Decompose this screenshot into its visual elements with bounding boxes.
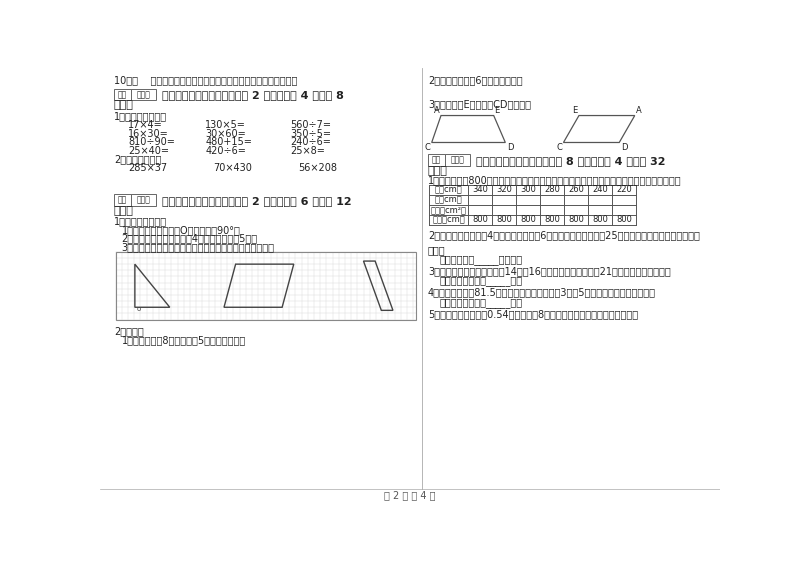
- Text: 220: 220: [617, 185, 632, 194]
- Bar: [115, 252, 416, 320]
- Text: 长（cm）: 长（cm）: [435, 185, 462, 194]
- Text: 25×40=: 25×40=: [128, 146, 169, 155]
- Text: 1。现在用一根800米的绳子，围成长方形。请你根据表中的有关数据借助计算机把表填完整。: 1。现在用一根800米的绳子，围成长方形。请你根据表中的有关数据借助计算机把表填…: [428, 175, 682, 185]
- Text: 3）画出右边的图形的另一个，使它成为一个轴对称图形。: 3）画出右边的图形的另一个，使它成为一个轴对称图形。: [122, 242, 274, 252]
- Text: 1）将下图三角形绕点O逆时针旋转90°。: 1）将下图三角形绕点O逆时针旋转90°。: [122, 225, 241, 235]
- Text: 800: 800: [568, 215, 584, 224]
- Text: 800: 800: [496, 215, 512, 224]
- Text: 30×60=: 30×60=: [206, 129, 246, 138]
- Text: 六、应用知识，解决问题（共 8 小题，每题 4 分，共 32: 六、应用知识，解决问题（共 8 小题，每题 4 分，共 32: [476, 155, 666, 166]
- Text: 1。操作与探索题。: 1。操作与探索题。: [114, 216, 167, 227]
- Text: A: A: [434, 106, 439, 115]
- Text: 3。分别过点E画直线段CD的垂线。: 3。分别过点E画直线段CD的垂线。: [428, 99, 531, 110]
- Bar: [445, 154, 470, 166]
- Text: C: C: [556, 144, 562, 152]
- Text: 340: 340: [472, 185, 488, 194]
- Text: 320: 320: [496, 185, 512, 194]
- Text: 分）。: 分）。: [114, 206, 134, 216]
- Text: 10。（    ）通过一点只能画一条直线，通过两点可以画两条直线。: 10。（ ）通过一点只能画一条直线，通过两点可以画两条直线。: [114, 75, 298, 85]
- Text: 分）。: 分）。: [114, 100, 134, 110]
- Text: 56×208: 56×208: [298, 163, 338, 173]
- Bar: [114, 89, 131, 100]
- Text: 2。实验小学新建一栋4层教学楼。每层有6间教室，每个教室里放25张课桐，一共需要多少张课桐？: 2。实验小学新建一栋4层教学楼。每层有6间教室，每个教室里放25张课桐，一共需要…: [428, 231, 700, 240]
- Text: 2。作图。: 2。作图。: [114, 326, 144, 336]
- Text: A: A: [636, 106, 642, 115]
- Text: D: D: [507, 144, 514, 152]
- Text: 分）。: 分）。: [428, 166, 448, 176]
- Text: 16×30=: 16×30=: [128, 129, 169, 138]
- Text: 280: 280: [544, 185, 560, 194]
- Text: 480+15=: 480+15=: [206, 137, 252, 147]
- Text: 答：平均每根绳长_____米。: 答：平均每根绳长_____米。: [439, 276, 522, 286]
- Bar: [131, 89, 156, 100]
- Text: 240: 240: [592, 185, 608, 194]
- Text: 810÷90=: 810÷90=: [128, 137, 174, 147]
- Text: 350÷5=: 350÷5=: [290, 129, 332, 138]
- Text: 评卷人: 评卷人: [137, 90, 150, 99]
- Text: 2。用算式计算。: 2。用算式计算。: [114, 154, 162, 164]
- Text: 1。直接写出得数。: 1。直接写出得数。: [114, 111, 167, 121]
- Text: 800: 800: [616, 215, 632, 224]
- Text: 五、认真思考，综合能力（共 2 小题，每题 6 分，共 12: 五、认真思考，综合能力（共 2 小题，每题 6 分，共 12: [162, 195, 352, 206]
- Text: 四、看清题目，细心计算（共 2 小题，每题 4 分，共 8: 四、看清题目，细心计算（共 2 小题，每题 4 分，共 8: [162, 90, 344, 100]
- Text: 评卷人: 评卷人: [450, 155, 464, 164]
- Text: 2）将平行四边形向下平移4格，再向右平移5格。: 2）将平行四边形向下平移4格，再向右平移5格。: [122, 233, 258, 244]
- Text: 3。第一根和第二根绳分别长14米、16米，第三、四根结都是21米。平均每根绳多长？: 3。第一根和第二根绳分别长14米、16米，第三、四根结都是21米。平均每根绳多长…: [428, 266, 670, 276]
- Text: C: C: [424, 144, 430, 152]
- Text: 800: 800: [544, 215, 560, 224]
- Text: 70×430: 70×430: [213, 163, 252, 173]
- Text: 240÷6=: 240÷6=: [290, 137, 331, 147]
- Text: 答：一共需要_____张课桐。: 答：一共需要_____张课桐。: [439, 255, 522, 265]
- Text: 第 2 页 共 4 页: 第 2 页 共 4 页: [384, 490, 436, 500]
- Text: 宽（cm）: 宽（cm）: [435, 195, 462, 205]
- Text: 得分: 得分: [432, 155, 441, 164]
- Text: 17×4=: 17×4=: [128, 120, 162, 130]
- Text: 评卷人: 评卷人: [137, 195, 150, 205]
- Text: 得分: 得分: [118, 90, 127, 99]
- Text: 得分: 得分: [118, 195, 127, 205]
- Text: E: E: [572, 106, 578, 115]
- Text: 2。画一个边长是6厘米的正方形。: 2。画一个边长是6厘米的正方形。: [428, 75, 522, 85]
- Text: 5。一个长方形的长是0.54米，比宽多8厘米，这个长方形的周长是多少米？: 5。一个长方形的长是0.54米，比宽多8厘米，这个长方形的周长是多少米？: [428, 309, 638, 319]
- Text: 面积（cm²）: 面积（cm²）: [430, 205, 466, 214]
- Text: 1。画一个长为8厘米，宽为5厘米的长方形。: 1。画一个长为8厘米，宽为5厘米的长方形。: [122, 335, 246, 345]
- Text: D: D: [621, 144, 627, 152]
- Bar: [114, 194, 131, 206]
- Text: 800: 800: [592, 215, 608, 224]
- Text: o: o: [137, 306, 141, 312]
- Bar: [428, 154, 445, 166]
- Text: 285×37: 285×37: [128, 163, 167, 173]
- Text: 周长（cm）: 周长（cm）: [432, 215, 465, 224]
- Text: E: E: [494, 106, 500, 115]
- Text: 420÷6=: 420÷6=: [206, 146, 246, 155]
- Bar: [131, 194, 156, 206]
- Text: 课桌？: 课桌？: [428, 246, 446, 256]
- Text: 答：一把椅子售价_____元。: 答：一把椅子售价_____元。: [439, 298, 522, 308]
- Text: 260: 260: [568, 185, 584, 194]
- Text: 25×8=: 25×8=: [290, 146, 326, 155]
- Text: 560÷7=: 560÷7=: [290, 120, 332, 130]
- Text: 130×5=: 130×5=: [206, 120, 246, 130]
- Text: 800: 800: [472, 215, 488, 224]
- Text: 800: 800: [520, 215, 536, 224]
- Text: 300: 300: [520, 185, 536, 194]
- Text: 4。一张桌子售价81.5元，比一把椅子的售价的3倍多5元，一把椅子售价多少元？: 4。一张桌子售价81.5元，比一把椅子的售价的3倍多5元，一把椅子售价多少元？: [428, 287, 656, 297]
